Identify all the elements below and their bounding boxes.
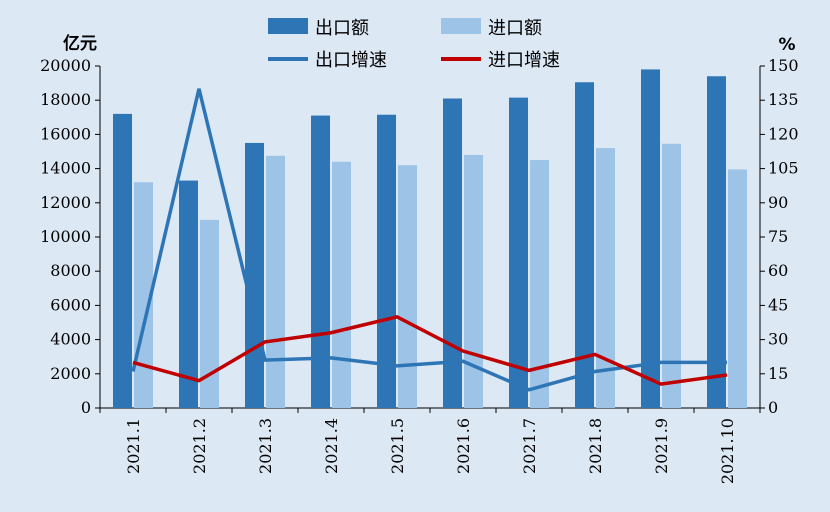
left-tick-label: 2000 [50, 364, 91, 383]
right-tick-label: 0 [768, 398, 778, 417]
legend-label-2: 进口额 [488, 18, 542, 39]
left-tick-label: 20000 [40, 56, 91, 75]
x-tick-label: 2021.4 [322, 418, 341, 474]
import-growth-line [132, 314, 728, 386]
x-tick-label: 2021.9 [652, 418, 671, 474]
right-tick-label: 135 [768, 90, 799, 109]
x-tick-label: 2021.8 [586, 418, 605, 474]
import-bar [266, 155, 285, 408]
legend-label-3: 出口增速 [315, 50, 387, 71]
import-bar [332, 161, 351, 408]
right-tick-label: 60 [768, 261, 788, 280]
import-bar [398, 165, 417, 408]
export-bar [443, 98, 462, 409]
x-tick-label: 2021.7 [520, 418, 539, 474]
export-bar [575, 82, 594, 409]
import-bar [728, 169, 747, 408]
left-tick-label: 10000 [40, 227, 91, 246]
export-bar [245, 142, 264, 408]
right-tick-label: 150 [768, 56, 799, 75]
right-tick-label: 15 [768, 364, 788, 383]
right-tick-label: 45 [768, 295, 788, 314]
import-bar [530, 160, 549, 408]
legend-label-1: 出口额 [315, 18, 369, 39]
right-tick-label: 90 [768, 193, 788, 212]
left-tick-label: 8000 [50, 261, 91, 280]
x-tick-label: 2021.6 [454, 418, 473, 474]
x-tick-label: 2021.1 [124, 418, 143, 474]
right-tick-label: 120 [768, 124, 799, 143]
right-tick-label: 30 [768, 330, 788, 349]
left-tick-label: 14000 [40, 159, 91, 178]
export-growth-line [131, 88, 727, 392]
export-bar [641, 69, 660, 409]
legend-swatch-2 [441, 18, 481, 34]
left-tick-label: 12000 [40, 193, 91, 212]
left-tick-label: 18000 [40, 90, 91, 109]
left-tick-label: 16000 [40, 124, 91, 143]
left-axis-unit: 亿元 [63, 33, 97, 54]
right-tick-label: 105 [768, 159, 799, 178]
left-tick-label: 4000 [50, 330, 91, 349]
x-tick-label: 2021.5 [388, 418, 407, 474]
export-bar [311, 115, 330, 408]
import-bar [596, 148, 615, 408]
import-bar [200, 219, 219, 408]
x-tick-label: 2021.3 [256, 418, 275, 474]
legend-swatch-1 [268, 18, 308, 34]
x-tick-label: 2021.2 [190, 418, 209, 474]
export-bar [509, 97, 528, 408]
right-axis-unit: % [778, 35, 795, 55]
import-bar [662, 143, 681, 408]
export-bar [377, 114, 396, 409]
left-tick-label: 0 [81, 398, 91, 417]
export-bar [707, 76, 726, 408]
export-bar [113, 113, 132, 408]
export-bar [179, 180, 198, 408]
legend-label-4: 进口增速 [488, 50, 560, 71]
right-tick-label: 75 [768, 227, 788, 246]
x-tick-label: 2021.10 [718, 418, 737, 484]
left-tick-label: 6000 [50, 295, 91, 314]
import-bar [464, 154, 483, 408]
